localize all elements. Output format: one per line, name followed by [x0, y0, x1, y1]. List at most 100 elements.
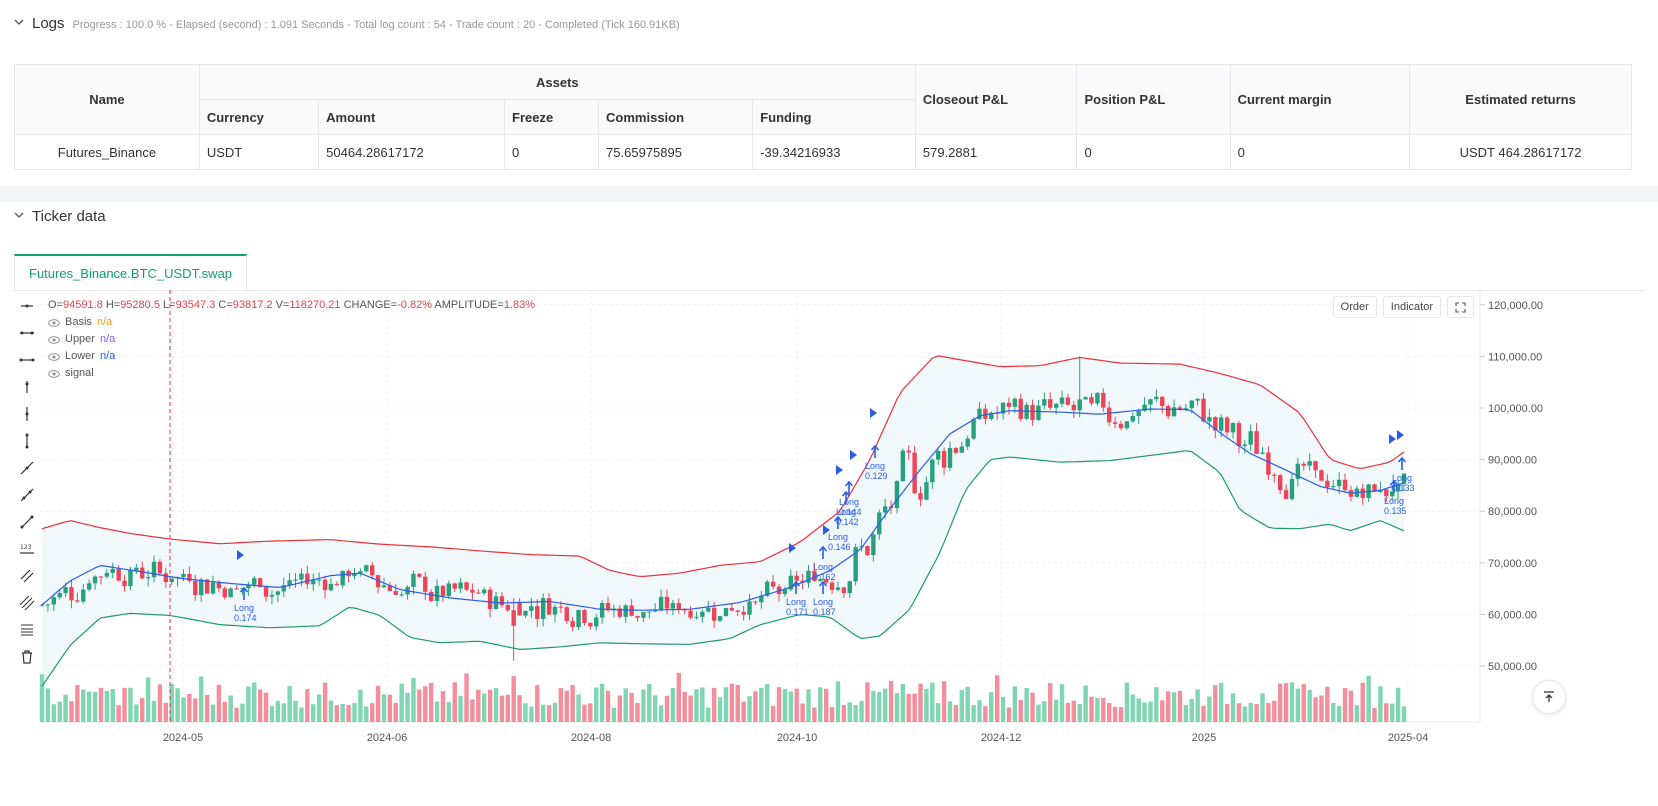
candle-body: [1230, 423, 1236, 433]
order-button[interactable]: Order: [1332, 296, 1377, 318]
candle-body: [128, 570, 133, 587]
cell-commission: 75.65975895: [598, 134, 754, 170]
signal-qty: 0.146: [828, 542, 851, 552]
candle-body: [688, 610, 693, 618]
fib-channel-icon[interactable]: [16, 589, 38, 616]
signal-qty: 0.142: [836, 517, 859, 527]
volume-bar: [1277, 683, 1283, 722]
legend-upper[interactable]: Upper n/a: [48, 331, 535, 348]
trash-icon[interactable]: [16, 643, 38, 670]
fullscreen-button[interactable]: [1447, 296, 1474, 318]
volume-bar: [1171, 692, 1177, 722]
eye-icon[interactable]: [48, 352, 60, 361]
candle-body: [576, 610, 581, 628]
indicator-button[interactable]: Indicator: [1382, 296, 1441, 318]
volume-bar: [977, 700, 982, 722]
arrow-up-to-top-icon[interactable]: [1542, 690, 1556, 704]
volume-bar: [658, 705, 664, 722]
vertical-ray-icon[interactable]: [16, 427, 38, 454]
volume-bar: [535, 685, 540, 722]
vertical-segment-icon[interactable]: [16, 373, 38, 400]
fib-retracement-icon[interactable]: [16, 616, 38, 643]
vertical-line-icon[interactable]: [16, 400, 38, 427]
volume-bar: [617, 695, 623, 722]
candle-body: [1089, 397, 1094, 404]
candle-body: [104, 572, 110, 577]
chevron-down-icon[interactable]: [14, 210, 24, 220]
volume-bar: [983, 706, 988, 722]
trend-line-icon[interactable]: [16, 454, 38, 481]
chevron-down-icon[interactable]: [14, 17, 24, 27]
volume-bar: [1136, 698, 1141, 722]
logs-header[interactable]: Logs Progress : 100.0 % - Elapsed (secon…: [14, 15, 680, 32]
candle-body: [45, 604, 51, 606]
candle-body: [193, 580, 198, 596]
candle-body: [51, 597, 56, 605]
volume-bar: [1295, 688, 1301, 722]
price-label-icon[interactable]: 123: [16, 535, 38, 562]
legend-basis[interactable]: Basis n/a: [48, 314, 535, 331]
l-label: L=: [163, 299, 176, 311]
price-chart[interactable]: 120,000.00 110,000.00 100,000.00 90,000.00 8…: [0, 290, 1658, 806]
segment-line-icon[interactable]: [16, 508, 38, 535]
volume-bar: [546, 705, 552, 722]
cell-name: Futures_Binance: [14, 134, 200, 170]
eye-icon[interactable]: [48, 369, 60, 378]
legend-signal[interactable]: signal: [48, 365, 535, 382]
candle-body: [700, 611, 705, 617]
volume-bar: [287, 686, 292, 722]
candle-body: [393, 591, 398, 595]
volume-bar: [865, 682, 870, 722]
candle-body: [1254, 431, 1259, 454]
amplitude-value: 1.83%: [503, 299, 536, 311]
volume-bar: [1366, 675, 1371, 722]
fullscreen-icon[interactable]: [1455, 301, 1466, 313]
candle-body: [523, 610, 528, 616]
volume-bar: [770, 705, 776, 722]
candle-body: [1219, 417, 1224, 431]
cell-closeout: 579.2881: [914, 134, 1078, 170]
eye-icon[interactable]: [48, 335, 60, 344]
parallel-channel-icon[interactable]: [16, 562, 38, 589]
legend-lower[interactable]: Lower n/a: [48, 348, 535, 365]
volume-bar: [57, 701, 62, 722]
candle-body: [428, 591, 434, 601]
eye-icon[interactable]: [48, 318, 60, 327]
volume-bar: [800, 703, 805, 722]
candle-body: [552, 606, 558, 615]
candle-body: [930, 459, 935, 483]
volume-bar: [682, 691, 687, 722]
candle-body: [92, 576, 98, 584]
volume-bar: [228, 695, 233, 722]
signal-arrow-icon: [841, 490, 851, 504]
ticker-header[interactable]: Ticker data: [14, 208, 106, 225]
candle-body: [1042, 399, 1047, 406]
candle-body: [582, 610, 587, 623]
candle-body: [1071, 404, 1077, 411]
legend-signal-label: signal: [65, 367, 94, 379]
table-row: Futures_Binance USDT 50464.28617172 0 75…: [14, 134, 1632, 170]
signal-arrow-icon: [833, 515, 843, 529]
extended-line-icon[interactable]: [16, 346, 38, 373]
col-freeze: Freeze: [504, 99, 600, 135]
horizontal-line-icon[interactable]: [16, 319, 38, 346]
volume-bar: [1372, 707, 1377, 722]
candle-body: [1124, 421, 1130, 429]
scroll-to-top-button[interactable]: [1532, 680, 1566, 714]
candle-body: [947, 448, 953, 468]
ray-line-icon[interactable]: [16, 481, 38, 508]
horizontal-ray-icon[interactable]: [16, 292, 38, 319]
volume-bar: [1018, 699, 1023, 722]
volume-bar: [700, 687, 705, 722]
candle-body: [747, 601, 752, 615]
v-value: 118270.21: [289, 299, 341, 311]
volume-bar: [340, 703, 345, 722]
tab-btc-usdt-swap[interactable]: Futures_Binance.BTC_USDT.swap: [14, 254, 248, 290]
signal-label: Long: [1384, 496, 1404, 506]
candle-body: [1106, 407, 1112, 423]
candle-body: [387, 585, 393, 592]
candle-body: [735, 610, 740, 612]
volume-bar: [564, 690, 569, 722]
volume-bar: [476, 689, 481, 722]
candle-body: [847, 581, 852, 594]
